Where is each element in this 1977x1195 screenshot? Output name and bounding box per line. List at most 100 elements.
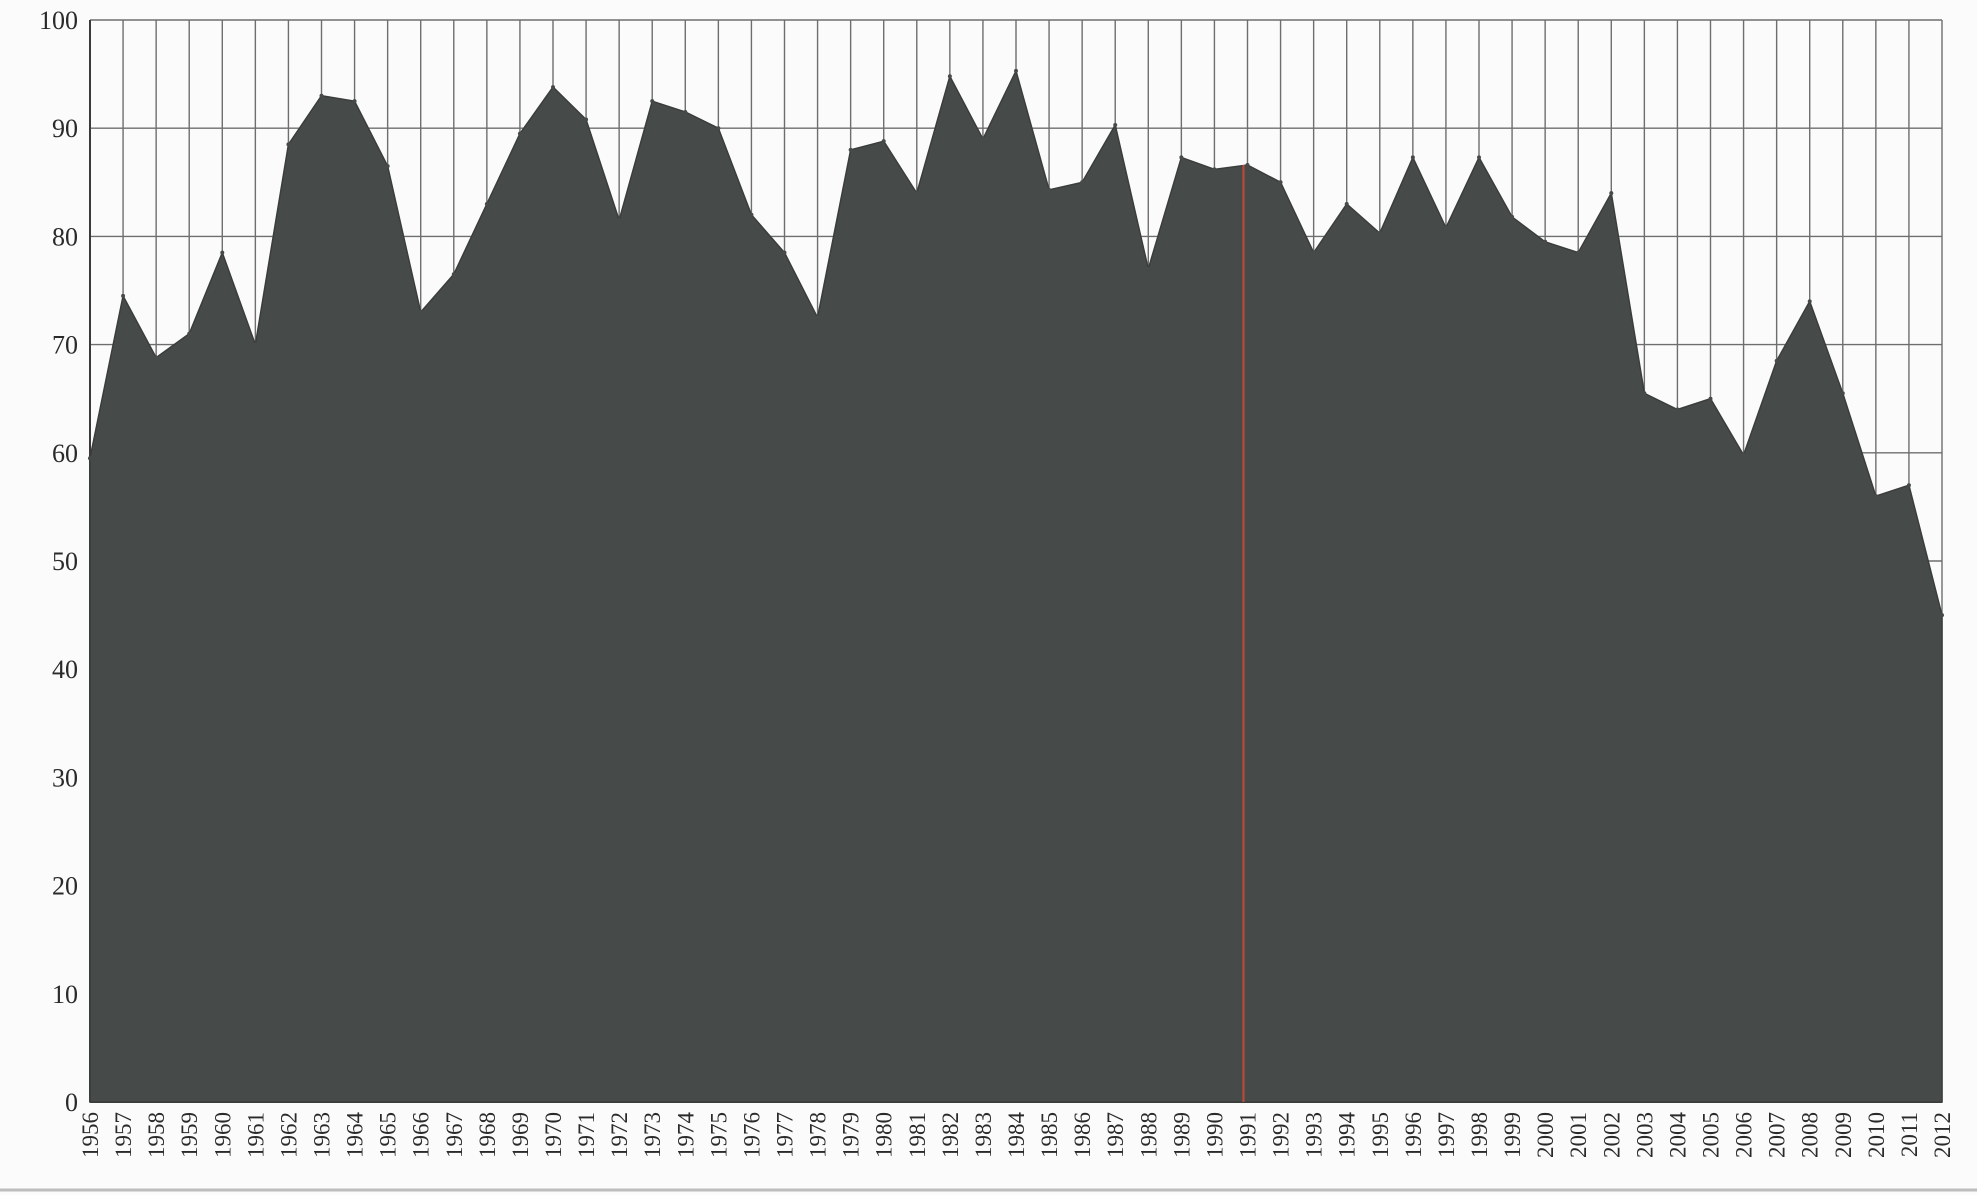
x-tick-label-1971: 1971 [574, 1112, 599, 1158]
y-tick-label-100: 100 [39, 6, 78, 35]
y-tick-label-10: 10 [52, 980, 78, 1009]
data-point-1993 [1311, 250, 1316, 255]
x-tick-label-1963: 1963 [310, 1112, 335, 1158]
data-point-1988 [1146, 266, 1151, 271]
data-point-2003 [1642, 391, 1647, 396]
data-point-1979 [848, 147, 853, 152]
x-tick-label-1964: 1964 [343, 1112, 368, 1159]
data-point-2005 [1708, 396, 1713, 401]
x-tick-label-2006: 2006 [1732, 1112, 1757, 1158]
x-tick-label-2011: 2011 [1897, 1112, 1922, 1157]
data-point-2012 [1940, 613, 1944, 618]
y-tick-label-80: 80 [52, 222, 78, 251]
y-tick-label-30: 30 [52, 763, 78, 792]
x-axis-labels: 1956 1957 1958 1959 1960 1961 1962 1963 1964 1965… [78, 1112, 1955, 1159]
data-point-1960 [220, 250, 225, 255]
x-tick-label-1978: 1978 [806, 1112, 831, 1158]
area-series [89, 68, 1943, 1103]
data-point-1999 [1510, 214, 1515, 219]
x-tick-label-1992: 1992 [1269, 1112, 1294, 1158]
x-tick-label-1974: 1974 [673, 1112, 698, 1159]
x-tick-label-1981: 1981 [905, 1112, 930, 1158]
x-tick-label-2000: 2000 [1533, 1112, 1558, 1158]
data-point-2009 [1840, 391, 1845, 396]
x-tick-label-1960: 1960 [210, 1112, 235, 1158]
data-point-2006 [1741, 452, 1746, 457]
data-point-1991 [1245, 162, 1250, 167]
data-point-1981 [914, 191, 919, 196]
data-point-1984 [1014, 68, 1018, 73]
x-tick-label-1995: 1995 [1368, 1112, 1393, 1158]
x-tick-label-1956: 1956 [78, 1112, 103, 1158]
data-point-1969 [517, 131, 522, 136]
data-point-1978 [815, 315, 820, 320]
x-tick-label-2009: 2009 [1831, 1112, 1856, 1158]
x-tick-label-1958: 1958 [144, 1112, 169, 1158]
data-point-1975 [716, 126, 721, 131]
x-tick-label-2001: 2001 [1566, 1112, 1591, 1158]
plot-area [88, 68, 1944, 1103]
data-point-2000 [1543, 239, 1548, 244]
data-point-1970 [551, 85, 555, 90]
x-tick-label-1961: 1961 [243, 1112, 268, 1158]
data-point-1964 [352, 99, 357, 104]
x-tick-label-1990: 1990 [1202, 1112, 1227, 1158]
data-point-1986 [1080, 180, 1085, 185]
data-point-1971 [584, 117, 589, 122]
y-axis-labels: 0 10 20 30 40 50 60 70 80 90 100 [39, 6, 78, 1117]
x-tick-label-1983: 1983 [971, 1112, 996, 1158]
x-tick-label-1998: 1998 [1467, 1112, 1492, 1158]
data-point-2008 [1807, 299, 1812, 304]
data-point-1994 [1344, 201, 1349, 206]
x-tick-label-1968: 1968 [475, 1112, 500, 1158]
y-tick-label-60: 60 [52, 439, 78, 468]
x-tick-label-1979: 1979 [839, 1112, 864, 1158]
x-tick-label-1996: 1996 [1401, 1112, 1426, 1158]
data-point-1972 [617, 218, 622, 223]
data-point-1992 [1278, 180, 1283, 185]
data-point-1998 [1477, 155, 1481, 160]
data-point-1996 [1410, 155, 1415, 160]
y-tick-label-20: 20 [52, 872, 78, 901]
x-tick-label-1977: 1977 [773, 1112, 798, 1158]
x-tick-label-1988: 1988 [1136, 1112, 1161, 1158]
data-point-1957 [121, 293, 126, 298]
data-point-2010 [1873, 494, 1878, 499]
data-point-1968 [484, 201, 489, 206]
x-tick-label-1969: 1969 [508, 1112, 533, 1158]
data-point-1962 [286, 142, 291, 147]
data-point-1987 [1113, 122, 1118, 127]
data-point-1973 [650, 99, 655, 104]
x-tick-label-2004: 2004 [1665, 1112, 1690, 1159]
x-tick-label-1967: 1967 [442, 1112, 467, 1158]
y-tick-label-90: 90 [52, 114, 78, 143]
y-tick-label-0: 0 [65, 1088, 78, 1117]
x-tick-label-2002: 2002 [1599, 1112, 1624, 1158]
data-point-1959 [187, 331, 192, 336]
data-point-1985 [1047, 187, 1052, 192]
x-tick-label-1997: 1997 [1434, 1112, 1459, 1158]
x-tick-label-1962: 1962 [276, 1112, 301, 1158]
x-tick-label-1999: 1999 [1500, 1112, 1525, 1158]
data-point-2007 [1774, 358, 1779, 363]
data-point-2004 [1675, 407, 1680, 412]
x-tick-label-2007: 2007 [1765, 1112, 1790, 1158]
data-point-1995 [1377, 231, 1382, 236]
data-point-1974 [683, 109, 688, 114]
x-tick-label-1991: 1991 [1236, 1112, 1261, 1158]
y-tick-label-70: 70 [52, 331, 78, 360]
x-tick-label-1982: 1982 [938, 1112, 963, 1158]
data-point-2011 [1906, 483, 1911, 488]
data-point-1980 [881, 139, 886, 144]
x-tick-label-1972: 1972 [607, 1112, 632, 1158]
x-tick-label-1957: 1957 [111, 1112, 136, 1158]
data-point-1963 [319, 93, 324, 98]
x-tick-label-1970: 1970 [541, 1112, 566, 1158]
x-tick-label-1980: 1980 [872, 1112, 897, 1158]
x-tick-label-1973: 1973 [640, 1112, 665, 1158]
x-tick-label-1987: 1987 [1103, 1112, 1128, 1158]
x-tick-label-1965: 1965 [376, 1112, 401, 1158]
data-point-2001 [1576, 250, 1581, 255]
